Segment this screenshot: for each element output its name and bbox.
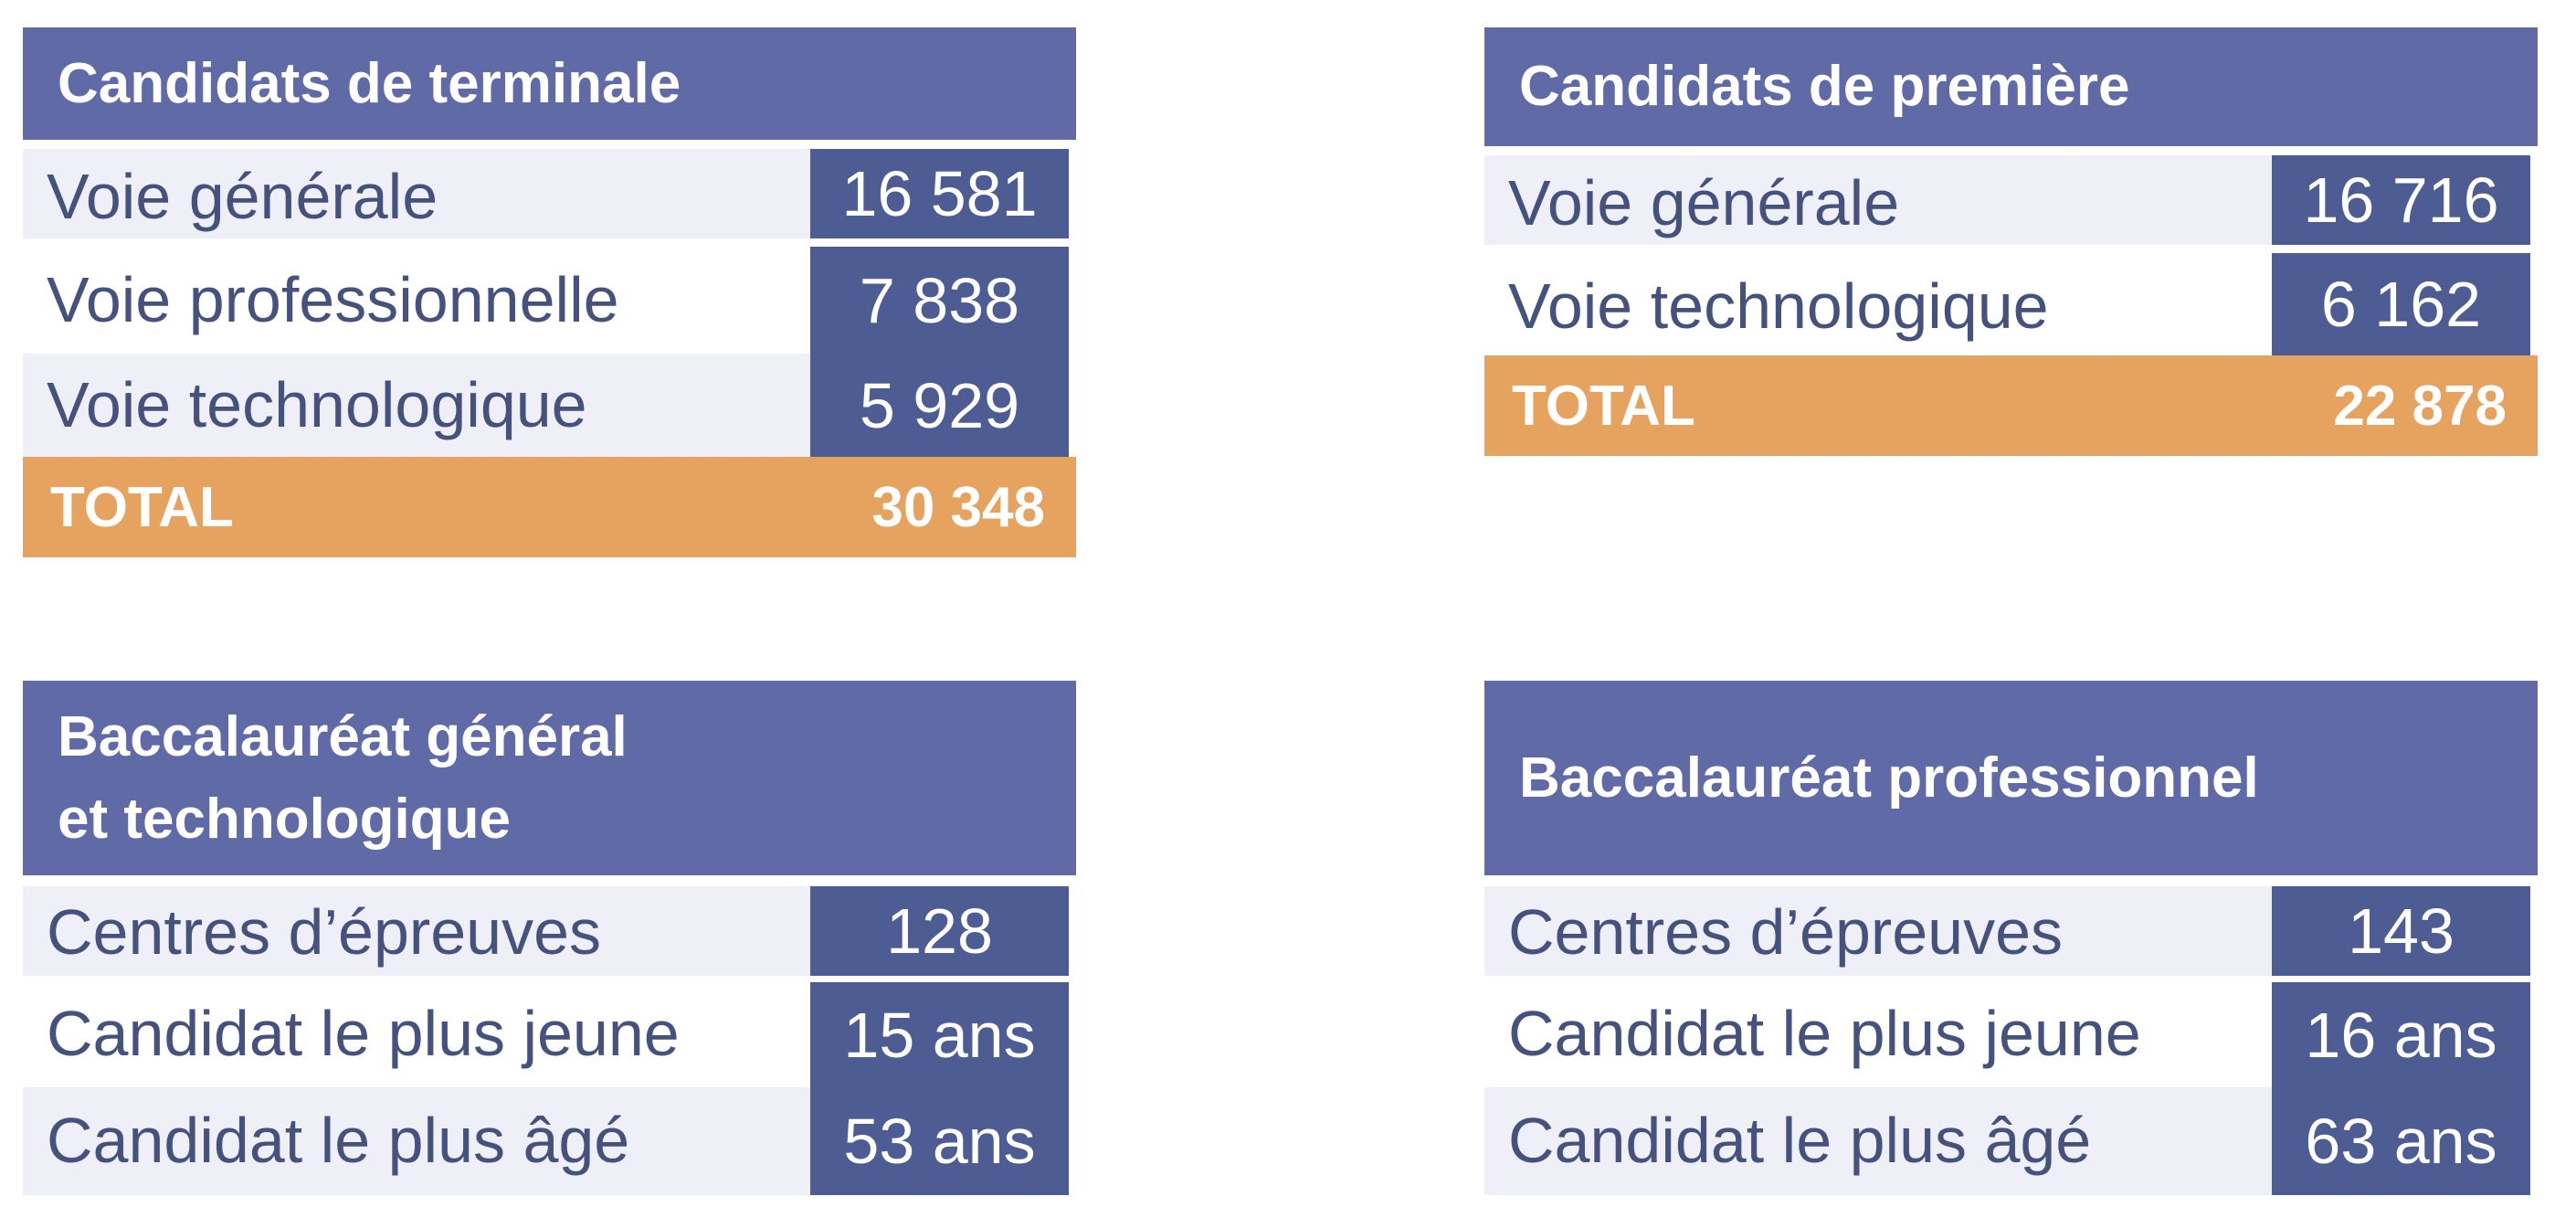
row-value: 143 — [2272, 886, 2530, 976]
table-row: Candidat le plus âgé 63 ans — [1484, 1087, 2538, 1195]
row-label: Voie technologique — [47, 369, 587, 440]
row-value: 6 162 — [2272, 253, 2530, 355]
row-label: Centres d’épreuves — [1508, 896, 2063, 968]
row-value: 15 ans — [810, 982, 1069, 1087]
row-value: 16 581 — [810, 149, 1069, 238]
total-row: TOTAL 22 878 — [1484, 355, 2538, 456]
total-label: TOTAL — [1512, 374, 1695, 438]
row-label: Voie générale — [47, 161, 438, 232]
table-row: Voie générale 16 716 — [1484, 146, 2538, 253]
card-bac-professionnel: Baccalauréat professionnel Centres d’épr… — [1484, 681, 2538, 1195]
card-title-line-1: Baccalauréat général — [58, 704, 628, 768]
table-row: Centres d’épreuves 128 — [23, 875, 1076, 982]
row-value: 16 ans — [2272, 982, 2530, 1087]
row-value: 128 — [810, 886, 1069, 976]
total-row: TOTAL 30 348 — [23, 457, 1076, 557]
table-row: Voie technologique 6 162 — [1484, 253, 2538, 355]
row-label: Voie générale — [1508, 167, 1900, 238]
row-label: Candidat le plus âgé — [47, 1105, 630, 1176]
row-label: Candidat le plus jeune — [1508, 998, 2141, 1069]
table-row: Voie professionnelle 7 838 — [23, 247, 1076, 354]
table-row: Candidat le plus jeune 16 ans — [1484, 982, 2538, 1087]
card-candidats-terminale: Candidats de terminale Voie générale 16 … — [23, 27, 1076, 557]
row-label: Candidat le plus âgé — [1508, 1105, 2092, 1176]
card-title: Candidats de terminale — [23, 27, 1076, 140]
row-value: 5 929 — [810, 354, 1069, 457]
table-row: Candidat le plus jeune 15 ans — [23, 982, 1076, 1087]
row-label: Candidat le plus jeune — [47, 998, 680, 1069]
card-candidats-premiere: Candidats de première Voie générale 16 7… — [1484, 27, 2538, 456]
row-label: Voie technologique — [1508, 270, 2049, 342]
row-value: 7 838 — [810, 247, 1069, 354]
card-bac-general-technologique: Baccalauréat général et technologique Ce… — [23, 681, 1076, 1195]
row-label: Centres d’épreuves — [47, 896, 601, 968]
table-row: Candidat le plus âgé 53 ans — [23, 1087, 1076, 1195]
table-row: Centres d’épreuves 143 — [1484, 875, 2538, 982]
card-title: Baccalauréat professionnel — [1484, 681, 2538, 875]
row-value: 53 ans — [810, 1087, 1069, 1195]
table-row: Voie générale 16 581 — [23, 140, 1076, 247]
card-title: Baccalauréat général et technologique — [23, 681, 1076, 875]
total-value: 22 878 — [2333, 374, 2507, 438]
table-row: Voie technologique 5 929 — [23, 354, 1076, 457]
total-label: TOTAL — [50, 475, 234, 539]
total-value: 30 348 — [871, 475, 1045, 539]
row-label: Voie professionnelle — [47, 264, 619, 335]
card-title-line-2: et technologique — [58, 787, 511, 851]
row-value: 16 716 — [2272, 155, 2530, 245]
row-value: 63 ans — [2272, 1087, 2530, 1195]
card-title: Candidats de première — [1484, 27, 2538, 146]
